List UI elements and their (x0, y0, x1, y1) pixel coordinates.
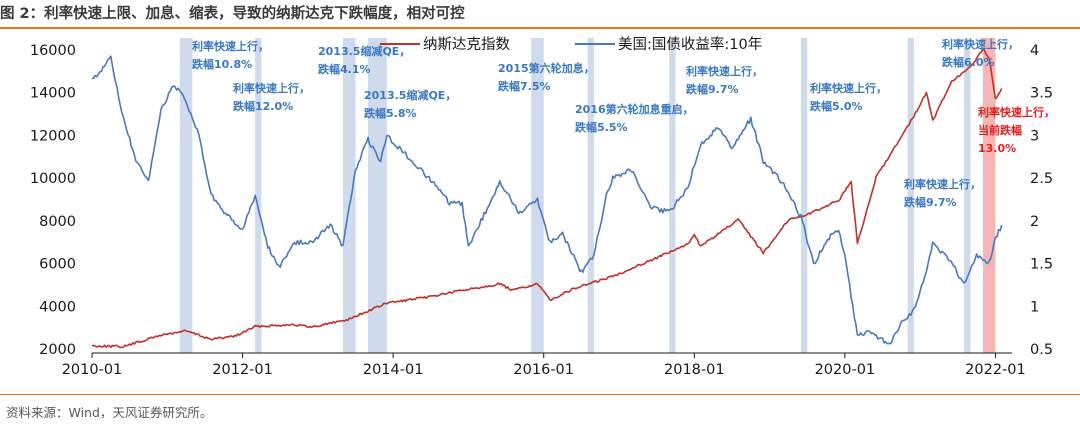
annotation-line: 跌幅7.5% (498, 79, 551, 93)
y-right-tick-label: 2 (1030, 214, 1039, 230)
annotation-3: 2013.5缩减QE， 跌幅5.8% (364, 88, 456, 120)
annotation-2: 2013.5缩减QE， 跌幅4.1% (318, 44, 410, 76)
y-right-tick-label: 4 (1030, 43, 1039, 59)
y-left-tick-label: 16000 (30, 43, 76, 59)
shaded-period-6 (669, 38, 676, 353)
y-left-tick-label: 8000 (39, 214, 76, 230)
y-right-tick-label: 0.5 (1030, 342, 1053, 358)
series-line-1 (91, 55, 1003, 345)
annotation-line: 2013.5缩减QE， (364, 88, 456, 102)
annotation-line: 跌幅12.0% (233, 99, 293, 113)
x-tick-label: 2018-01 (664, 362, 725, 378)
annotation-8: 利率快速上行， 跌幅9.7% (904, 177, 981, 209)
figure-title: 图 2：利率快速上限、加息、缩表，导致的纳斯达克下跌幅度，相对可控 (0, 6, 465, 22)
annotation-line: 跌幅5.8% (364, 106, 417, 120)
annotation-line: 2016第六轮加息重启， (575, 102, 694, 116)
x-tick-label: 2016-01 (513, 362, 574, 378)
annotation-line: 13.0% (978, 142, 1016, 155)
annotation-line: 跌幅9.7% (686, 82, 739, 96)
y-right-tick-label: 1 (1030, 299, 1039, 315)
annotation-0: 利率快速上行， 跌幅10.8% (192, 39, 269, 71)
shaded-period-4 (531, 38, 544, 353)
y-left-tick-label: 6000 (39, 257, 76, 273)
annotation-line: 利率快速上行， (942, 37, 1019, 51)
y-right-tick-label: 1.5 (1030, 257, 1053, 273)
annotation-line: 跌幅10.8% (192, 57, 252, 71)
annotation-line: 跌幅6.0% (942, 55, 995, 69)
annotations: 利率快速上行， 跌幅10.8% 利率快速上行， 跌幅12.0% 2013.5缩减QE， 跌… (192, 37, 1055, 209)
x-tick-label: 2012-01 (212, 362, 273, 378)
shaded-period-1 (255, 38, 262, 353)
annotation-line: 跌幅5.0% (810, 99, 863, 113)
shaded-period-9 (964, 38, 971, 353)
x-tick-label: 2014-01 (363, 362, 424, 378)
x-tick-label: 2020-01 (815, 362, 876, 378)
annotation-9: 利率快速上行， 跌幅6.0% (942, 37, 1019, 69)
legend-label: 纳斯达克指数 (423, 36, 510, 53)
annotation-line: 2015第六轮加息， (498, 61, 595, 75)
source-note: 资料来源：Wind，天风证券研究所。 (6, 405, 213, 420)
y-right-tick-label: 3 (1030, 128, 1039, 144)
chart: 2010-01 2012-01 2014-01 2016-01 2018-01 2020-… (30, 36, 1055, 378)
annotation-line: 利率快速上行， (233, 81, 310, 95)
shaded-period-8 (907, 38, 914, 353)
annotation-line: 利率快速上行， (192, 39, 269, 53)
shaded-period-5 (587, 38, 594, 353)
y-right-tick-label: 2.5 (1030, 171, 1053, 187)
shaded-periods (179, 38, 996, 353)
annotation-line: 利率快速上行， (904, 177, 981, 191)
annotation-line: 2013.5缩减QE， (318, 44, 410, 58)
title-divider (0, 27, 1080, 29)
annotation-line: 跌幅5.5% (575, 120, 628, 134)
y-left-tick-label: 4000 (39, 299, 76, 315)
annotation-6: 利率快速上行， 跌幅9.7% (686, 64, 763, 96)
x-axis-ticks: 2010-01 2012-01 2014-01 2016-01 2018-01 2020-… (62, 353, 1026, 378)
x-tick-label: 2022-01 (965, 362, 1026, 378)
series-lines (91, 47, 1003, 349)
annotation-line: 当前跌幅 (978, 123, 1022, 137)
annotation-line: 跌幅9.7% (904, 195, 957, 209)
y-left-tick-label: 2000 (39, 342, 76, 358)
footer-divider (0, 394, 1080, 395)
legend: 纳斯达克指数 美国:国债收益率:10年 (380, 36, 762, 53)
series-line-0 (91, 47, 1003, 349)
y-right-tick-label: 3.5 (1030, 86, 1053, 102)
annotation-line: 利率快速上行， (978, 105, 1055, 119)
y-left-tick-label: 12000 (30, 128, 76, 144)
annotation-5: 2016第六轮加息重启， 跌幅5.5% (575, 102, 694, 134)
shaded-period-2 (342, 38, 356, 353)
annotation-line: 利率快速上行， (810, 81, 887, 95)
annotation-1: 利率快速上行， 跌幅12.0% (233, 81, 310, 113)
annotation-line: 利率快速上行， (686, 64, 763, 78)
y-left-tick-label: 10000 (30, 171, 76, 187)
shaded-period-10 (982, 38, 996, 353)
y-axis-right-ticks: 4 3.5 3 2.5 2 1.5 1 0.5 (1030, 43, 1053, 358)
annotation-10: 利率快速上行， 当前跌幅 13.0% (978, 105, 1055, 155)
annotation-4: 2015第六轮加息， 跌幅7.5% (498, 61, 595, 93)
annotation-line: 跌幅4.1% (318, 62, 371, 76)
x-tick-label: 2010-01 (62, 362, 123, 378)
annotation-7: 利率快速上行， 跌幅5.0% (810, 81, 887, 113)
y-axis-left-ticks: 16000 14000 12000 10000 8000 6000 4000 2000 (30, 43, 76, 358)
y-left-tick-label: 14000 (30, 86, 76, 102)
shaded-period-3 (368, 38, 387, 353)
shaded-period-0 (179, 38, 193, 353)
shaded-period-7 (800, 38, 808, 353)
legend-label: 美国:国债收益率:10年 (618, 36, 762, 53)
